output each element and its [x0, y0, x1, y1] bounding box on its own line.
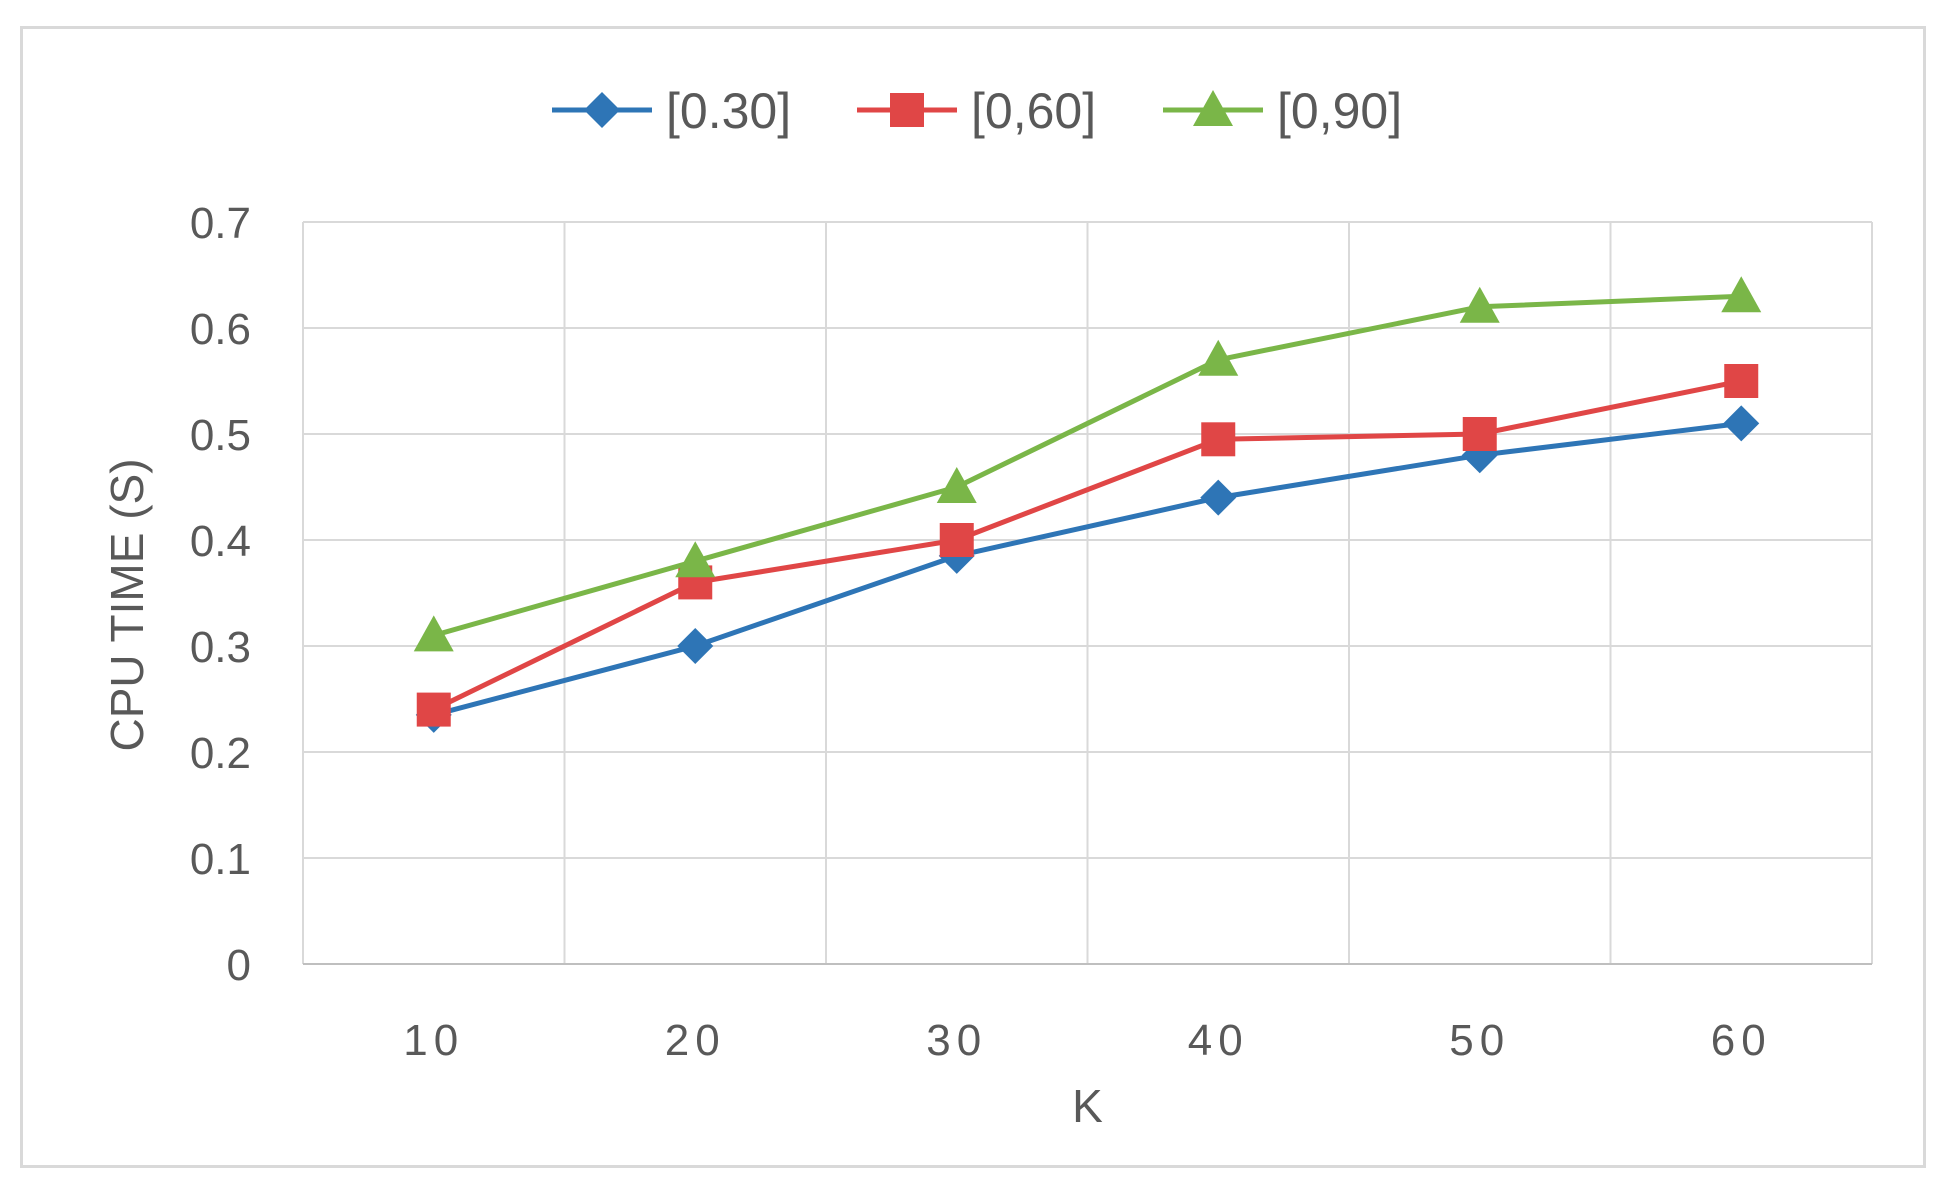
series-2 — [416, 364, 1759, 727]
x-tick-label: 40 — [1188, 1016, 1249, 1065]
data-point — [416, 692, 451, 727]
legend-marker — [1193, 90, 1233, 126]
x-tick-label: 20 — [665, 1016, 726, 1065]
data-point — [1198, 339, 1239, 376]
data-point — [1201, 422, 1236, 457]
data-point — [413, 615, 454, 652]
y-tick-label: 0 — [227, 941, 251, 990]
data-point — [1724, 364, 1759, 398]
series-line — [433, 420, 1742, 718]
legend-label: [0,90] — [1277, 83, 1402, 139]
grid-lines — [302, 221, 1873, 964]
axes: 0 0.1 0.2 0.3 0.4 0.5 0.6 0.7 10 20 30 40 50 60 — [190, 199, 1872, 1065]
legend-marker — [584, 92, 620, 128]
series-line — [432, 378, 1742, 712]
x-axis-title: K — [1072, 1080, 1103, 1132]
data-point — [1462, 417, 1497, 451]
data-point — [675, 541, 716, 578]
legend-entry-1: [0.30] — [552, 83, 791, 139]
y-tick-label: 0.7 — [190, 199, 251, 248]
legend-label: [0.30] — [666, 83, 791, 139]
legend-entry-2: [0,60] — [857, 83, 1096, 139]
series-group — [413, 276, 1762, 733]
series-line — [433, 293, 1742, 638]
y-tick-label: 0.6 — [190, 305, 251, 354]
legend-entry-3: [0,90] — [1163, 83, 1402, 139]
legend-label: [0,60] — [971, 83, 1096, 139]
data-point — [1459, 286, 1500, 323]
y-tick-label: 0.2 — [190, 729, 251, 778]
legend: [0.30] [0,60] [0,90] — [552, 83, 1402, 139]
x-tick-label: 10 — [403, 1016, 464, 1065]
data-point — [1723, 405, 1760, 442]
data-point — [939, 523, 974, 557]
data-point — [677, 628, 714, 664]
x-tick-label: 30 — [926, 1016, 987, 1065]
y-tick-label: 0.4 — [190, 517, 251, 566]
y-tick-label: 0.3 — [190, 623, 251, 672]
data-point — [1200, 479, 1237, 516]
y-axis-title: CPU TIME (S) — [101, 458, 153, 751]
y-tick-label: 0.5 — [190, 411, 251, 460]
data-point — [936, 467, 977, 503]
x-tick-label: 60 — [1711, 1016, 1772, 1065]
data-point — [1721, 276, 1762, 313]
x-tick-label: 50 — [1449, 1016, 1510, 1065]
y-tick-label: 0.1 — [190, 835, 251, 884]
chart-frame — [20, 26, 1926, 1168]
legend-marker — [890, 93, 924, 127]
series-3 — [413, 276, 1762, 652]
